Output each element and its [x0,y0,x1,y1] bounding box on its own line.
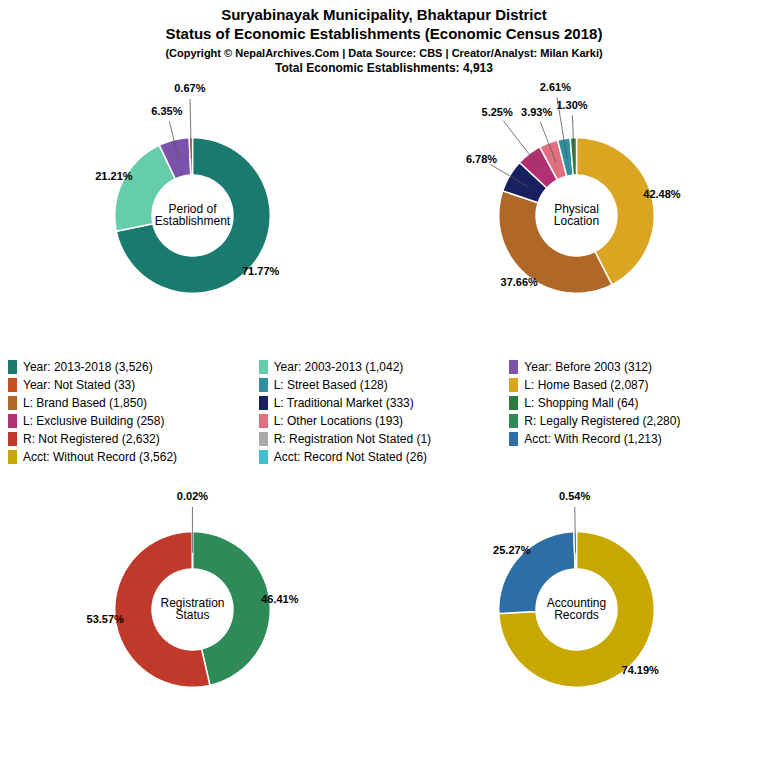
svg-text:21.21%: 21.21% [95,169,133,181]
html-text:(Copyright © NepalArchives.Com: (Copyright © NepalArchives.Com | Data So… [165,46,603,59]
html-text:Year: Before 2003 (312): Year: Before 2003 (312) [524,359,652,374]
svg-text:RegistrationStatus: RegistrationStatus [160,596,224,622]
html-text:L: Home Based (2,087): L: Home Based (2,087) [524,377,649,392]
html-text:R: Legally Registered (2,280): R: Legally Registered (2,280) [524,413,681,428]
svg-text:53.57%: 53.57% [87,612,125,624]
html-text:Acct: With Record (1,213): Acct: With Record (1,213) [524,431,662,446]
svg-text:6.78%: 6.78% [466,152,497,164]
html-text:Year: 2013-2018 (3,526): Year: 2013-2018 (3,526) [23,359,153,374]
html-text:R: Registration Not Stated (1): R: Registration Not Stated (1) [273,431,432,446]
html-text:Total Economic Establishments:: Total Economic Establishments: 4,913 [275,60,493,75]
svg-text:0.54%: 0.54% [559,490,590,502]
html-text:L: Other Locations (193): L: Other Locations (193) [273,413,404,428]
svg-text:42.48%: 42.48% [643,188,681,200]
html-text:Acct: Record Not Stated (26): Acct: Record Not Stated (26) [273,449,428,464]
svg-text:AccountingRecords: AccountingRecords [547,596,606,622]
svg-text:0.67%: 0.67% [174,82,205,94]
svg-text:6.35%: 6.35% [151,104,182,116]
svg-text:1.30%: 1.30% [556,98,587,110]
html-text:R: Not Registered (2,632): R: Not Registered (2,632) [23,431,160,446]
svg-text:71.77%: 71.77% [242,264,280,276]
html-text:Suryabinayak Municipality, Bha: Suryabinayak Municipality, Bhaktapur Dis… [165,6,603,42]
svg-text:25.27%: 25.27% [493,543,531,555]
svg-text:PhysicalLocation: PhysicalLocation [554,202,599,228]
html-text:L: Brand Based (1,850): L: Brand Based (1,850) [23,395,148,410]
svg-text:74.19%: 74.19% [622,663,660,675]
html-text:L: Exclusive Building (258): L: Exclusive Building (258) [23,413,165,428]
svg-text:3.93%: 3.93% [521,106,552,118]
svg-text:2.61%: 2.61% [540,80,571,92]
html-text:L: Shopping Mall (64): L: Shopping Mall (64) [524,395,639,410]
html-text:Year: 2003-2013 (1,042): Year: 2003-2013 (1,042) [273,359,404,374]
svg-text:46.41%: 46.41% [261,593,299,605]
html-text:L: Traditional Market (333): L: Traditional Market (333) [273,395,414,410]
html-text:Year: Not Stated (33): Year: Not Stated (33) [23,377,136,392]
html-text:L: Street Based (128): L: Street Based (128) [273,377,388,392]
svg-text:0.02%: 0.02% [177,490,208,502]
html-text:Acct: Without Record (3,562): Acct: Without Record (3,562) [23,449,178,464]
svg-text:5.25%: 5.25% [482,106,513,118]
svg-text:Period ofEstablishment: Period ofEstablishment [155,202,231,228]
svg-text:37.66%: 37.66% [501,275,539,287]
